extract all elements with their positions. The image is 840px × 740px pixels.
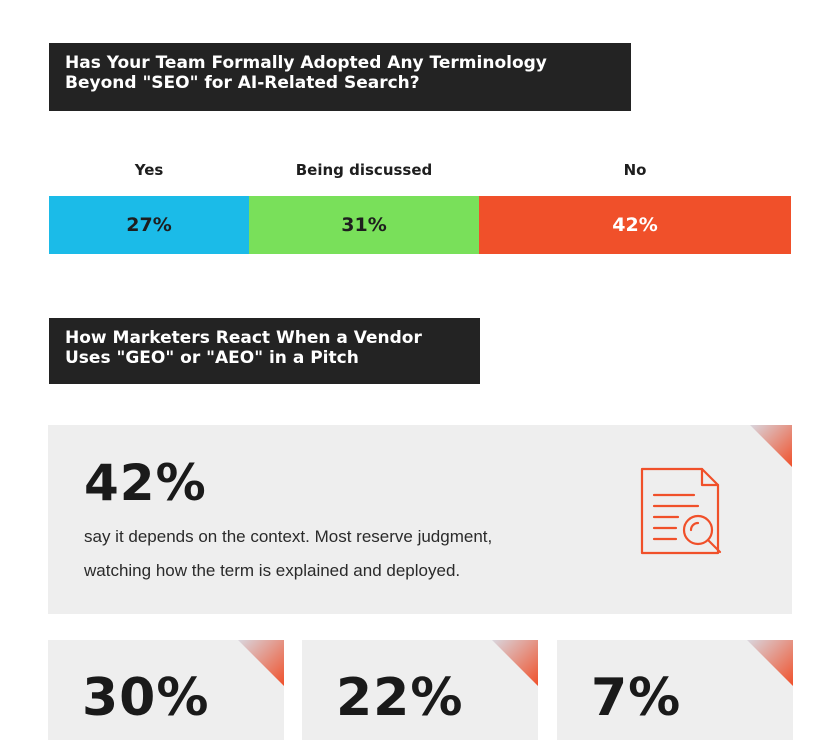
- stat-card: 22%: [302, 640, 538, 740]
- bar-value-label: 31%: [341, 214, 387, 236]
- section1-title-line1: Has Your Team Formally Adopted Any Termi…: [65, 53, 547, 73]
- corner-accent: [238, 640, 284, 686]
- main-stat-value: 42%: [84, 454, 207, 512]
- stat-value: 22%: [336, 668, 464, 728]
- stat-card: 7%: [557, 640, 793, 740]
- bar-category-label: No: [623, 161, 647, 179]
- corner-accent: [750, 425, 792, 467]
- stat-value: 7%: [591, 668, 682, 728]
- corner-accent: [747, 640, 793, 686]
- bar-value-label: 27%: [126, 214, 172, 236]
- main-stat-desc-line1: say it depends on the context. Most rese…: [84, 527, 493, 546]
- bar-value-label: 42%: [612, 214, 658, 236]
- corner-accent: [492, 640, 538, 686]
- bar-segment: 31%: [249, 196, 479, 254]
- stat-card: 30%: [48, 640, 284, 740]
- bar-segment: 42%: [479, 196, 791, 254]
- section2-title: How Marketers React When a Vendor Uses "…: [49, 318, 480, 384]
- section1-title-line2: Beyond "SEO" for AI-Related Search?: [65, 73, 420, 93]
- bar-category-label: Yes: [134, 161, 164, 179]
- main-stat-description: say it depends on the context. Most rese…: [84, 520, 644, 588]
- main-stat-desc-line2: watching how the term is explained and d…: [84, 561, 461, 580]
- stacked-bar-chart: 27% 31% 42%: [49, 196, 791, 254]
- section1-title: Has Your Team Formally Adopted Any Termi…: [49, 43, 631, 111]
- chart-category-labels: Yes Being discussed No: [49, 158, 791, 182]
- bar-segment: 27%: [49, 196, 249, 254]
- document-search-icon: [640, 467, 722, 555]
- stat-value: 30%: [82, 668, 210, 728]
- bar-category-label: Being discussed: [295, 161, 433, 179]
- section2-title-line2: Uses "GEO" or "AEO" in a Pitch: [65, 348, 359, 368]
- section2-title-line1: How Marketers React When a Vendor: [65, 328, 422, 348]
- main-stat-card: 42% say it depends on the context. Most …: [48, 425, 792, 614]
